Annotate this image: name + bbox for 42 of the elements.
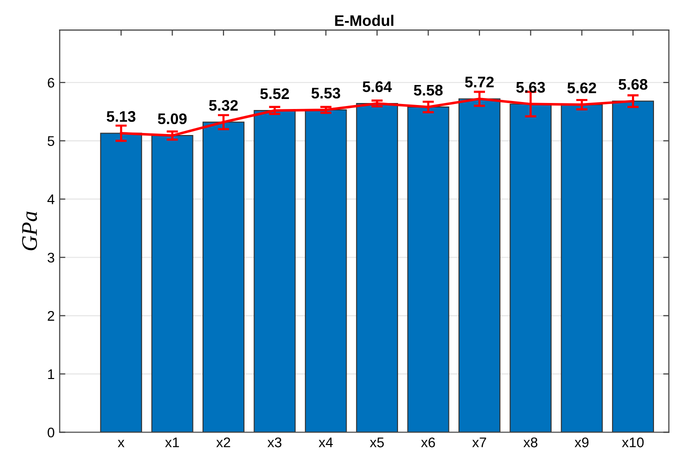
bar — [458, 98, 500, 432]
data-label: 5.53 — [311, 88, 340, 99]
data-label: 5.63 — [516, 82, 545, 93]
bar — [560, 104, 603, 432]
bar — [202, 122, 244, 432]
x-tick-label: x10 — [622, 437, 644, 448]
x-tick-label: x7 — [472, 438, 486, 448]
chart-title: E-Modul — [335, 14, 394, 26]
x-tick-label: x8 — [523, 437, 538, 448]
x-tick-label: x6 — [421, 437, 435, 448]
data-label: 5.09 — [158, 113, 187, 124]
bar — [254, 110, 296, 432]
data-label: 5.62 — [567, 82, 596, 94]
data-label: 5.58 — [414, 84, 443, 96]
bar — [612, 100, 654, 432]
data-label: 5.13 — [106, 111, 136, 122]
bar — [304, 109, 347, 432]
x-tick-label: x1 — [165, 438, 179, 448]
y-tick-label: 4 — [47, 194, 54, 204]
data-label: 5.52 — [260, 88, 289, 100]
bar — [356, 102, 398, 432]
data-label: 5.64 — [362, 81, 392, 92]
bar — [100, 132, 142, 432]
y-tick-label: 2 — [48, 311, 54, 321]
bar — [407, 106, 450, 432]
data-label: 5.68 — [618, 78, 648, 90]
y-axis-title: GPa — [22, 212, 38, 250]
x-tick-label: x9 — [574, 437, 588, 448]
data-label: 5.32 — [209, 100, 238, 111]
x-tick-label: x4 — [318, 438, 333, 448]
x-tick-label: x — [118, 440, 124, 448]
x-tick-label: x5 — [370, 438, 384, 448]
data-label: 5.72 — [465, 76, 494, 88]
x-tick-label: x2 — [216, 437, 230, 448]
x-tick-label: x3 — [268, 437, 282, 448]
y-tick-label: 3 — [48, 252, 54, 263]
bar — [151, 135, 194, 432]
y-tick-label: 6 — [48, 78, 54, 88]
bar — [510, 104, 552, 432]
y-tick-label: 0 — [48, 428, 54, 438]
y-tick-label: 5 — [48, 136, 54, 146]
y-tick-label: 1 — [48, 369, 54, 379]
